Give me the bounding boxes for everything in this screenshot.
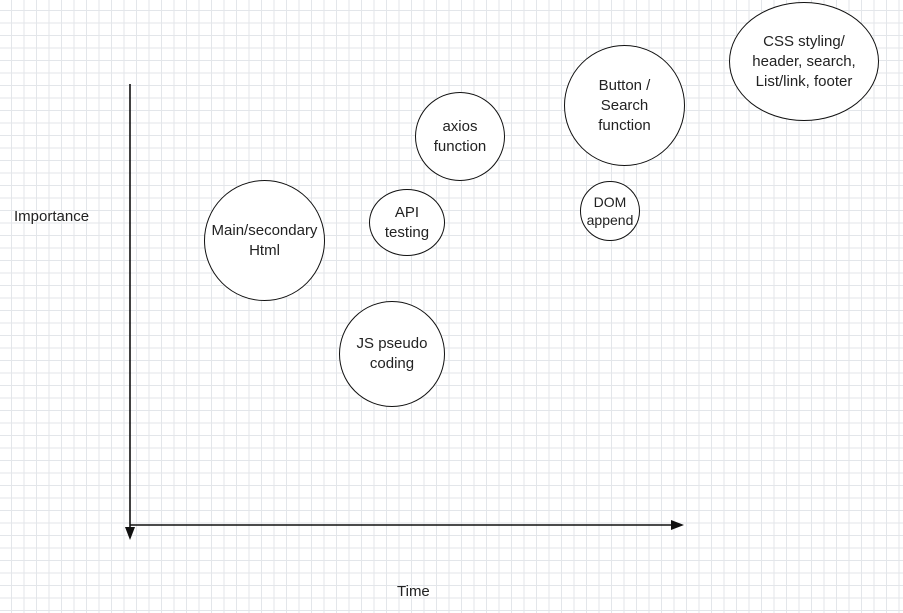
bubble-css-styling: CSS styling/ header, search, List/link, … [729,2,879,121]
bubble-line: Search [600,96,649,114]
bubble-line: API [394,203,420,221]
x-axis-label: Time [397,583,430,600]
bubble-text: API testing [385,203,429,243]
bubble-line: DOM [593,194,627,210]
bubble-js-pseudo-coding: JS pseudo coding [339,301,445,407]
x-axis-arrowhead [671,520,684,530]
bubble-line: Html [249,241,280,259]
bubble-line: Main/secondary [211,221,318,239]
bubble-api-testing: API testing [369,189,445,256]
bubble-axios-function: axios function [415,92,505,181]
bubble-line: testing [384,223,430,241]
bubble-text: Main/secondary Html [212,221,318,261]
y-axis-arrowhead [125,527,135,540]
bubble-line: function [598,116,651,134]
bubble-line: JS pseudo [356,335,428,352]
bubble-line: append [586,212,634,228]
bubble-text: DOM append [587,193,634,229]
bubble-text: JS pseudo coding [357,334,428,374]
bubble-line: List/link, footer [755,72,853,90]
bubble-line: header, search, [752,52,856,70]
bubble-line: function [433,137,487,155]
bubble-text: axios function [434,117,487,157]
bubble-text: CSS styling/ header, search, List/link, … [752,32,855,92]
bubble-line: Button / [598,76,651,94]
bubble-line: axios [442,117,478,135]
y-axis-label: Importance [14,208,90,225]
bubble-line: coding [369,355,415,372]
bubble-text: Button / Search function [598,76,651,136]
bubble-button-search-function: Button / Search function [564,45,685,166]
bubble-dom-append: DOM append [580,181,640,241]
bubble-line: CSS styling/ [763,32,845,50]
bubble-main-html: Main/secondary Html [204,180,325,301]
